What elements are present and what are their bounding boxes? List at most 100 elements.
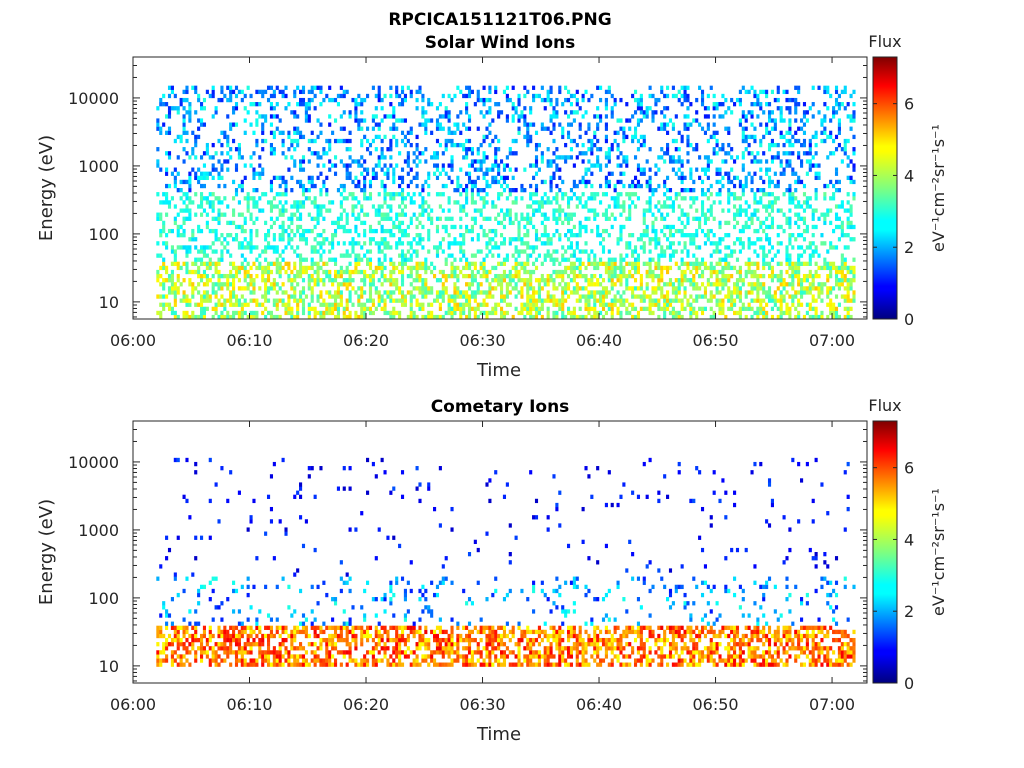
heatmap-cell [351,278,355,283]
heatmap-cell [700,310,705,316]
heatmap-cell [409,126,413,131]
heatmap-cell [459,290,463,295]
heatmap-cell [488,216,492,221]
heatmap-cell [220,85,224,90]
heatmap-cell [671,200,675,205]
heatmap-cell [779,134,783,140]
heatmap-cell [264,118,268,123]
heatmap-cell [435,106,440,111]
heatmap-cell [523,118,527,123]
heatmap-cell [794,110,798,115]
heatmap-cell [540,212,544,217]
heatmap-cell [738,208,742,213]
heatmap-cell [488,286,492,291]
heatmap-cell [782,212,786,217]
heatmap-cell [593,134,597,140]
heatmap-cell [316,118,320,123]
heatmap-cell [392,110,396,115]
heatmap-cell [529,110,533,115]
heatmap-cell [561,278,565,283]
heatmap-cell [558,237,562,242]
heatmap-cell [590,290,594,295]
heatmap-cell [307,114,311,119]
heatmap-cell [368,237,373,242]
heatmap-cell [205,224,209,230]
heatmap-cell [514,265,518,271]
heatmap-cell [500,220,504,226]
heatmap-cell [564,97,568,103]
heatmap-cell [829,196,833,201]
heatmap-cell [695,294,699,299]
heatmap-cell [540,241,544,246]
heatmap-cell [834,97,839,103]
heatmap-cell [683,290,687,295]
heatmap-cell [389,298,393,303]
heatmap-cell [657,278,661,283]
heatmap-cell [188,302,192,307]
heatmap-cell [529,306,533,312]
heatmap-cell [278,118,282,123]
heatmap-cell [467,273,472,279]
heatmap-cell [383,237,387,242]
heatmap-cell [395,93,399,99]
heatmap-cell [628,196,632,201]
heatmap-cell [237,241,241,246]
heatmap-cell [502,89,507,95]
heatmap-cell [767,298,772,303]
heatmap-cell [633,249,638,254]
heatmap-cell [290,269,294,275]
heatmap-cell [293,204,297,209]
heatmap-cell [642,134,646,140]
heatmap-cell [619,228,623,234]
heatmap-cell [354,269,358,275]
heatmap-cell [290,282,294,287]
heatmap-cell [680,93,684,99]
heatmap-cell [220,257,224,262]
heatmap-cell [366,147,370,152]
heatmap-cell [628,273,632,279]
heatmap-cell [712,93,716,99]
heatmap-cell [529,282,533,287]
heatmap-cell [336,102,340,107]
heatmap-cell [214,228,218,234]
heatmap-cell [631,93,635,99]
heatmap-cell [645,159,649,164]
heatmap-cell [587,261,591,266]
heatmap-cell [380,228,384,234]
heatmap-cell [345,286,349,291]
heatmap-cell [686,93,690,99]
heatmap-cell [735,290,740,295]
heatmap-cell [194,110,198,115]
heatmap-cell [281,204,285,209]
heatmap-cell [805,196,809,201]
heatmap-cell [756,306,760,312]
heatmap-cell [668,233,673,238]
heatmap-cell [561,130,565,135]
heatmap-cell [779,278,783,283]
heatmap-cell [339,294,343,299]
heatmap-cell [301,102,306,107]
heatmap-cell [552,282,556,287]
heatmap-cell [360,97,364,103]
heatmap-cell [633,192,638,197]
heatmap-cell [182,310,186,316]
heatmap-cell [811,286,815,291]
heatmap-cell [517,249,521,254]
heatmap-cell [712,241,716,246]
heatmap-cell [744,273,748,279]
heatmap-cell [188,208,192,213]
heatmap-cell [698,286,702,291]
heatmap-cell [744,294,748,299]
heatmap-cell [240,224,244,230]
heatmap-cell [668,265,673,271]
heatmap-cell [683,196,687,201]
heatmap-cell [604,208,608,213]
heatmap-cell [232,106,236,111]
heatmap-cell [610,306,614,312]
heatmap-cell [319,102,323,107]
heatmap-cell [450,241,454,246]
heatmap-cell [788,253,792,258]
heatmap-cell [733,192,737,197]
heatmap-cell [252,278,256,283]
heatmap-cell [266,310,271,316]
